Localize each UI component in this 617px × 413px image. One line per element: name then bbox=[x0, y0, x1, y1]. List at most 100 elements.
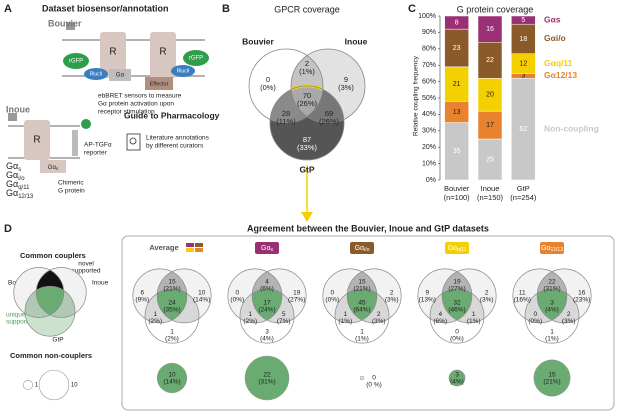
noncoupling-circle bbox=[533, 359, 571, 397]
reporter: AP-TGFα bbox=[84, 142, 112, 149]
region-percent: (3%) bbox=[338, 83, 354, 92]
region-percent: (27%) bbox=[288, 296, 305, 303]
header-swatch bbox=[186, 243, 194, 247]
legend-title: Common non-couplers bbox=[10, 351, 92, 360]
value-label: 16 bbox=[486, 26, 494, 33]
chimera: Gαs bbox=[48, 165, 59, 172]
header-badge bbox=[540, 242, 564, 254]
region-count: 0 bbox=[266, 75, 270, 84]
region-count: 70 bbox=[303, 91, 311, 100]
region-percent: (21%) bbox=[163, 286, 180, 293]
region-count: 1 bbox=[248, 311, 252, 318]
region-percent: (46%) bbox=[448, 306, 465, 313]
value-label: 5 bbox=[521, 17, 525, 24]
noncoupling-percent: (31%) bbox=[258, 379, 275, 386]
noncoupling-count: 3 bbox=[455, 372, 459, 379]
region-count: 1 bbox=[360, 328, 364, 335]
x-tick-label: Inoue bbox=[481, 184, 500, 193]
rluc: RlucII bbox=[90, 71, 103, 77]
region-percent: (1%) bbox=[545, 335, 559, 342]
value-label: 22 bbox=[486, 57, 494, 64]
venn-region bbox=[36, 286, 64, 318]
region-count: 19 bbox=[453, 279, 461, 286]
region-percent: (21%) bbox=[353, 286, 370, 293]
venn-outline bbox=[13, 267, 65, 318]
panel-letter: D bbox=[4, 223, 12, 235]
region-count: 3 bbox=[265, 328, 269, 335]
region-count: 2 bbox=[390, 289, 394, 296]
legend-label: supported bbox=[6, 319, 35, 326]
venn-outline bbox=[156, 268, 212, 324]
scale-circle bbox=[22, 379, 33, 390]
rgfp: rGFP bbox=[69, 59, 83, 65]
y-tick-label: 60% bbox=[422, 78, 436, 85]
galpha: Gα bbox=[116, 73, 125, 79]
legend-entry: Gαq/11 bbox=[544, 58, 573, 68]
header-swatch bbox=[186, 248, 194, 252]
region-count: 0 bbox=[455, 328, 459, 335]
region-count: 0 bbox=[330, 289, 334, 296]
subunit-label: Gαs bbox=[6, 161, 21, 172]
region-count: 28 bbox=[282, 109, 290, 118]
legend-entry: Non-coupling bbox=[544, 123, 599, 133]
caption: receptor stimulation bbox=[98, 109, 155, 116]
value-label: 20 bbox=[486, 92, 494, 99]
venn-outline bbox=[132, 268, 188, 324]
panel-frame bbox=[121, 235, 615, 411]
venn-outline bbox=[248, 48, 324, 124]
region-percent: (14%) bbox=[193, 296, 210, 303]
caption: Gα protein activation upon bbox=[98, 101, 174, 108]
header-badge bbox=[445, 242, 469, 254]
region-percent: (64%) bbox=[353, 306, 370, 313]
y-tick-label: 90% bbox=[422, 29, 436, 36]
legend-label: novel bbox=[78, 261, 94, 268]
subunit-label: Gαq/11 bbox=[6, 179, 30, 190]
y-tick-label: 80% bbox=[422, 46, 436, 53]
chimera-caption: G protein bbox=[58, 188, 85, 195]
region-count: 5 bbox=[282, 311, 286, 318]
region-percent: (4%) bbox=[260, 335, 274, 342]
venn-region bbox=[291, 86, 344, 123]
dataset-name: Inoue bbox=[6, 104, 30, 114]
region-percent: (2%) bbox=[148, 318, 162, 325]
header-badge bbox=[255, 242, 279, 254]
legend-entry: Gαs bbox=[544, 14, 561, 24]
region-percent: (0%) bbox=[450, 335, 464, 342]
venn-outline bbox=[239, 288, 295, 344]
effector: Effector bbox=[150, 81, 169, 87]
region-percent: (31%) bbox=[543, 286, 560, 293]
bar-segment bbox=[477, 110, 503, 140]
region-count: 2 bbox=[567, 311, 571, 318]
region-percent: (4%) bbox=[545, 306, 559, 313]
noncoupling-count: 22 bbox=[263, 372, 271, 379]
venn-outline bbox=[251, 268, 307, 324]
noncoupling-count: 0 bbox=[372, 375, 376, 382]
value-label: 17 bbox=[486, 122, 494, 129]
noncoupling-circle bbox=[359, 375, 365, 381]
region-percent: (16%) bbox=[514, 296, 531, 303]
venn-outline bbox=[290, 48, 366, 124]
y-tick-label: 0% bbox=[426, 177, 436, 184]
panel-title: GPCR coverage bbox=[274, 4, 340, 14]
venn-outline bbox=[536, 268, 592, 324]
scale-circle bbox=[38, 369, 70, 401]
venn-outline bbox=[429, 288, 485, 344]
region-count: 19 bbox=[293, 289, 301, 296]
set-label: GtP bbox=[299, 164, 314, 174]
region-count: 1 bbox=[472, 311, 476, 318]
bar-segment bbox=[477, 41, 503, 79]
region-count: 1 bbox=[170, 328, 174, 335]
subunit-label: Gα12/13 bbox=[6, 188, 34, 199]
venn-outline bbox=[24, 285, 76, 337]
y-tick-label: 70% bbox=[422, 62, 436, 69]
venn-region bbox=[252, 289, 282, 323]
venn-core bbox=[252, 289, 282, 323]
legend-label: unique bbox=[6, 312, 26, 319]
bar-segment bbox=[444, 122, 469, 181]
subunit-label: Gαi/o bbox=[6, 170, 25, 181]
gtp-name: Guide to Pharmacology bbox=[124, 110, 220, 120]
header-badge bbox=[350, 242, 374, 254]
region-percent: (0%) bbox=[528, 318, 542, 325]
bar-segment bbox=[477, 138, 503, 181]
venn-outline bbox=[417, 268, 473, 324]
